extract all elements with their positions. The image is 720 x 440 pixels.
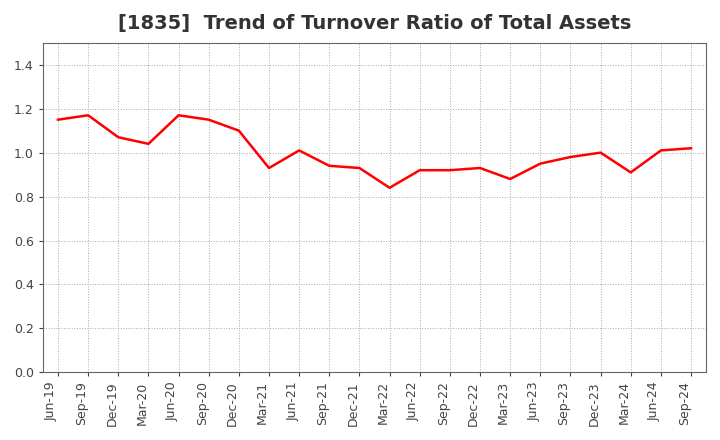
Title: [1835]  Trend of Turnover Ratio of Total Assets: [1835] Trend of Turnover Ratio of Total … bbox=[118, 14, 631, 33]
